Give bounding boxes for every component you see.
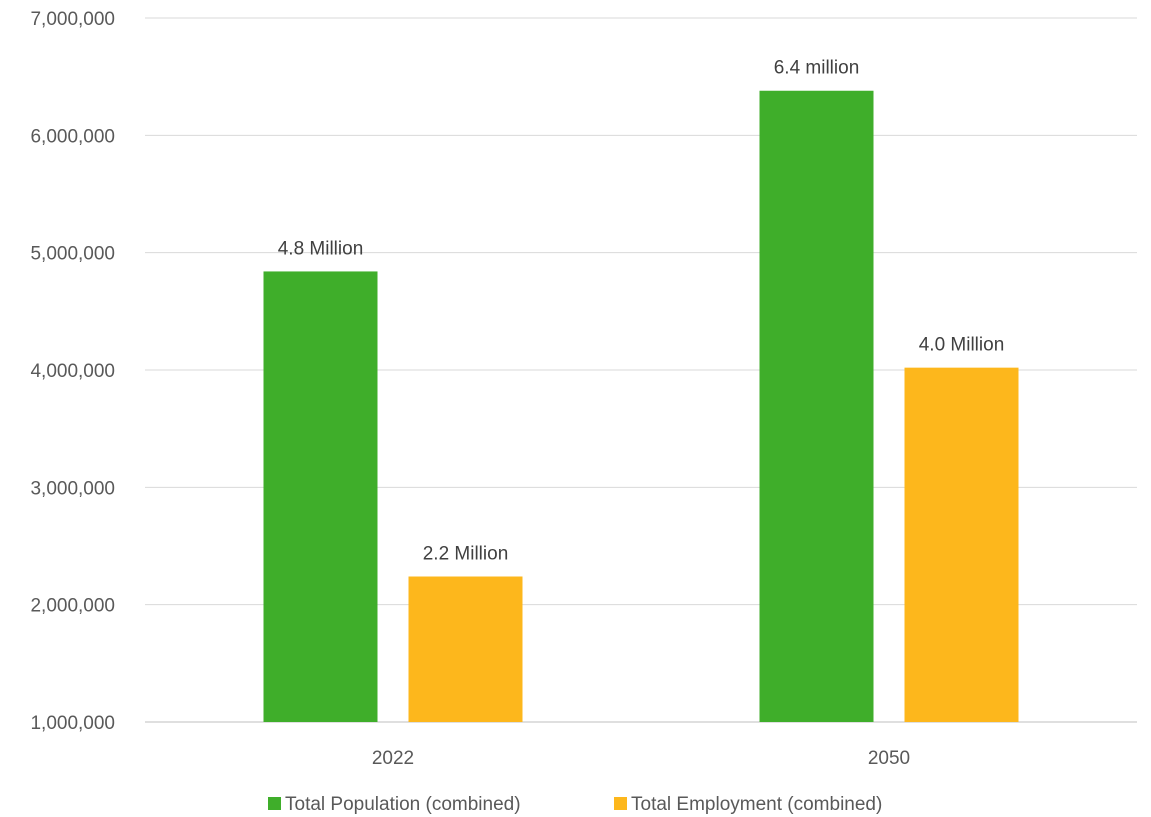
y-tick-label: 5,000,000 [30, 244, 115, 265]
data-label: 4.8 Million [278, 238, 364, 259]
bar-employment-2050 [904, 367, 1019, 722]
data-label: 4.0 Million [919, 335, 1005, 356]
y-tick-label: 4,000,000 [30, 361, 115, 382]
legend-swatch [614, 797, 627, 810]
x-tick-label: 2022 [372, 748, 414, 769]
bar-population-2022 [263, 271, 378, 722]
x-axis-ticks: 2022 2050 [372, 748, 910, 769]
y-tick-label: 2,000,000 [30, 596, 115, 617]
legend-swatch [268, 797, 281, 810]
data-labels: 4.8 Million 2.2 Million 6.4 million 4.0 Mil… [278, 58, 1005, 565]
x-tick-label: 2050 [868, 748, 910, 769]
data-label: 6.4 million [774, 58, 860, 79]
legend-label: Total Employment (combined) [631, 794, 882, 815]
y-tick-label: 1,000,000 [30, 713, 115, 734]
legend: Total Population (combined) Total Employm… [268, 794, 882, 815]
bar-population-2050 [759, 90, 874, 723]
y-axis-ticks: 1,000,000 2,000,000 3,000,000 4,000,000 5,00… [30, 9, 115, 734]
data-label: 2.2 Million [423, 544, 509, 565]
bars [263, 90, 1019, 723]
bar-employment-2022 [408, 576, 523, 722]
legend-label: Total Population (combined) [285, 794, 521, 815]
y-tick-label: 6,000,000 [30, 126, 115, 147]
y-tick-label: 3,000,000 [30, 478, 115, 499]
y-tick-label: 7,000,000 [30, 9, 115, 30]
